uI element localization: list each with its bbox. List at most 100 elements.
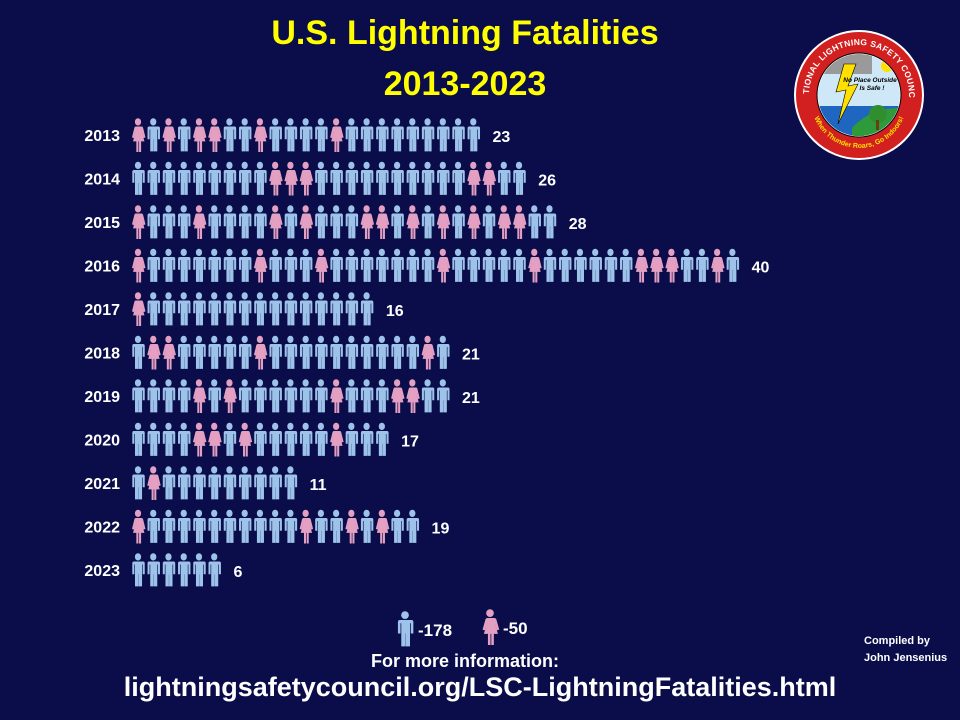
male-figure-icon bbox=[421, 205, 435, 239]
male-figure-icon bbox=[315, 161, 328, 195]
female-figure-icon bbox=[665, 248, 679, 283]
footer-info-text: For more information: bbox=[371, 651, 559, 671]
male-figure-icon bbox=[132, 553, 145, 587]
male-figure-icon bbox=[619, 248, 633, 282]
male-figure-icon bbox=[391, 118, 404, 152]
male-figure-icon bbox=[284, 118, 298, 152]
female-figure-icon bbox=[330, 422, 344, 457]
female-figure-icon bbox=[147, 466, 161, 500]
male-figure-icon bbox=[223, 292, 237, 326]
male-figure-icon bbox=[162, 466, 176, 500]
male-figure-icon bbox=[360, 292, 374, 326]
male-figure-icon bbox=[376, 248, 389, 282]
year-label: 2016 bbox=[84, 259, 120, 276]
male-figure-icon bbox=[269, 248, 282, 282]
female-figure-icon bbox=[131, 118, 146, 152]
male-figure-icon bbox=[178, 509, 191, 543]
male-figure-icon bbox=[269, 379, 282, 413]
male-figure-icon bbox=[543, 248, 557, 282]
logo-center-line1: No Place Outside bbox=[843, 77, 897, 84]
female-figure-icon bbox=[299, 205, 314, 239]
male-figure-icon bbox=[162, 379, 176, 413]
year-label: 2023 bbox=[84, 563, 120, 580]
female-figure-icon bbox=[299, 509, 314, 544]
male-figure-icon bbox=[696, 248, 709, 282]
male-figure-icon bbox=[345, 379, 359, 413]
male-figure-icon bbox=[193, 161, 206, 195]
male-figure-icon bbox=[178, 161, 191, 195]
year-label: 2014 bbox=[84, 172, 120, 189]
male-figure-icon bbox=[330, 205, 343, 239]
male-figure-icon bbox=[360, 118, 374, 152]
legend-female-figure-icon bbox=[482, 609, 500, 645]
male-figure-icon bbox=[269, 292, 282, 326]
female-figure-icon bbox=[192, 422, 207, 457]
male-figure-icon bbox=[178, 422, 191, 456]
male-figure-icon bbox=[330, 161, 343, 195]
count-label: 40 bbox=[752, 260, 770, 277]
male-figure-icon bbox=[437, 379, 450, 413]
male-figure-icon bbox=[162, 292, 176, 326]
year-label: 2017 bbox=[84, 302, 120, 319]
chart-title: U.S. Lightning Fatalities bbox=[271, 14, 659, 52]
male-figure-icon bbox=[284, 335, 298, 369]
male-figure-icon bbox=[223, 335, 237, 369]
year-row-2015: 2015 28 bbox=[84, 205, 587, 239]
male-figure-icon bbox=[238, 379, 252, 413]
male-figure-icon bbox=[299, 292, 313, 326]
female-figure-icon bbox=[192, 379, 207, 413]
count-label: 16 bbox=[386, 303, 404, 320]
year-row-2017: 2017 16 bbox=[84, 292, 404, 326]
female-figure-icon bbox=[634, 248, 649, 283]
male-figure-icon bbox=[147, 509, 160, 543]
female-figure-icon bbox=[711, 248, 725, 283]
male-figure-icon bbox=[498, 248, 511, 282]
male-figure-icon bbox=[376, 118, 389, 152]
male-figure-icon bbox=[452, 118, 465, 152]
female-figure-icon bbox=[421, 335, 436, 370]
year-row-2020: 2020 17 bbox=[84, 422, 419, 457]
male-figure-icon bbox=[132, 379, 145, 413]
male-figure-icon bbox=[452, 205, 465, 239]
male-figure-icon bbox=[147, 118, 160, 152]
male-figure-icon bbox=[193, 509, 206, 543]
male-figure-icon bbox=[421, 248, 435, 282]
male-figure-icon bbox=[391, 509, 404, 543]
male-figure-icon bbox=[178, 335, 191, 369]
male-figure-icon bbox=[299, 118, 313, 152]
year-label: 2015 bbox=[84, 215, 120, 232]
male-figure-icon bbox=[178, 553, 191, 587]
male-figure-icon bbox=[345, 292, 359, 326]
male-figure-icon bbox=[437, 161, 450, 195]
male-figure-icon bbox=[284, 205, 298, 239]
female-figure-icon bbox=[162, 335, 176, 370]
female-figure-icon bbox=[497, 205, 512, 239]
male-figure-icon bbox=[391, 205, 404, 239]
male-figure-icon bbox=[178, 466, 191, 500]
male-figure-icon bbox=[574, 248, 587, 282]
male-figure-icon bbox=[193, 553, 206, 587]
female-figure-icon bbox=[192, 205, 207, 239]
male-figure-icon bbox=[345, 161, 359, 195]
male-figure-icon bbox=[208, 466, 221, 500]
male-figure-icon bbox=[680, 248, 694, 282]
year-row-2016: 2016 40 bbox=[84, 248, 770, 283]
male-figure-icon bbox=[513, 161, 526, 195]
count-label: 19 bbox=[432, 521, 450, 538]
female-figure-icon bbox=[467, 205, 481, 239]
male-figure-icon bbox=[208, 379, 221, 413]
male-figure-icon bbox=[254, 509, 267, 543]
footer-url-link[interactable]: lightningsafetycouncil.org/LSC-Lightning… bbox=[123, 672, 837, 702]
female-figure-icon bbox=[512, 205, 527, 239]
male-figure-icon bbox=[223, 509, 237, 543]
male-figure-icon bbox=[238, 292, 252, 326]
male-figure-icon bbox=[284, 379, 298, 413]
count-label: 21 bbox=[462, 347, 480, 364]
male-figure-icon bbox=[208, 292, 221, 326]
male-figure-icon bbox=[604, 248, 618, 282]
male-figure-icon bbox=[421, 161, 435, 195]
count-label: 26 bbox=[538, 173, 556, 190]
male-figure-icon bbox=[513, 248, 526, 282]
male-figure-icon bbox=[162, 422, 176, 456]
year-label: 2013 bbox=[84, 128, 120, 145]
